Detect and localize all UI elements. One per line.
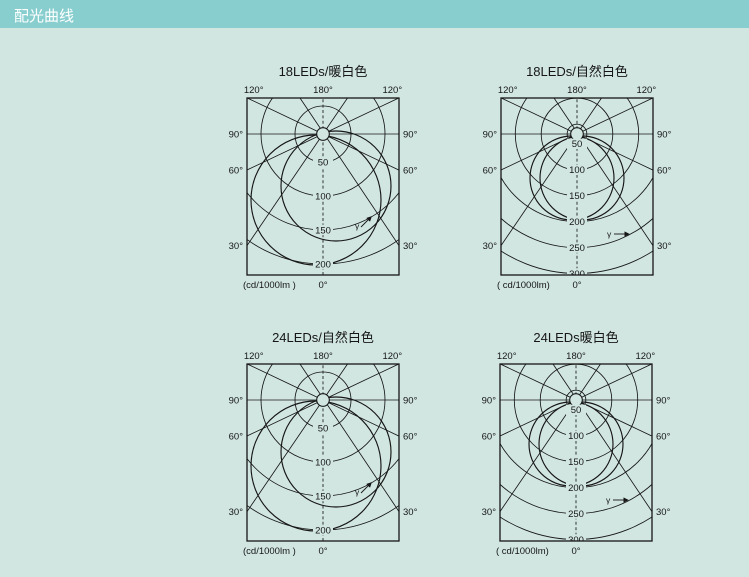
svg-text:150: 150 bbox=[569, 191, 585, 202]
svg-text:60°: 60° bbox=[482, 431, 497, 442]
svg-text:30°: 30° bbox=[656, 507, 671, 518]
svg-text:120°: 120° bbox=[382, 85, 402, 96]
svg-text:30°: 30° bbox=[403, 507, 418, 518]
svg-text:60°: 60° bbox=[483, 165, 498, 176]
svg-text:(cd/1000lm ): (cd/1000lm ) bbox=[243, 280, 296, 291]
svg-text:γ: γ bbox=[607, 229, 612, 239]
svg-text:180°: 180° bbox=[313, 85, 333, 96]
svg-text:150: 150 bbox=[315, 491, 331, 502]
svg-text:120°: 120° bbox=[244, 351, 264, 362]
svg-text:18LEDs/自然白色: 18LEDs/自然白色 bbox=[526, 64, 628, 79]
svg-text:90°: 90° bbox=[403, 129, 418, 140]
svg-text:24LEDs/自然白色: 24LEDs/自然白色 bbox=[272, 330, 374, 345]
svg-text:50: 50 bbox=[318, 423, 329, 434]
svg-text:0°: 0° bbox=[571, 546, 580, 557]
svg-text:24LEDs暖白色: 24LEDs暖白色 bbox=[533, 330, 618, 345]
svg-text:100: 100 bbox=[315, 457, 331, 468]
svg-text:90°: 90° bbox=[403, 395, 418, 406]
svg-text:50: 50 bbox=[571, 405, 582, 416]
svg-text:180°: 180° bbox=[567, 85, 587, 96]
svg-text:180°: 180° bbox=[313, 351, 333, 362]
svg-text:( cd/1000lm): ( cd/1000lm) bbox=[496, 546, 549, 557]
svg-text:90°: 90° bbox=[657, 129, 672, 140]
svg-text:30°: 30° bbox=[483, 241, 498, 252]
svg-text:60°: 60° bbox=[229, 165, 244, 176]
svg-text:200: 200 bbox=[569, 217, 585, 228]
svg-text:60°: 60° bbox=[656, 431, 671, 442]
svg-text:0°: 0° bbox=[318, 280, 327, 291]
svg-text:100: 100 bbox=[569, 165, 585, 176]
svg-text:60°: 60° bbox=[229, 431, 244, 442]
svg-text:90°: 90° bbox=[229, 129, 244, 140]
svg-text:250: 250 bbox=[569, 243, 585, 254]
svg-text:120°: 120° bbox=[382, 351, 402, 362]
svg-text:90°: 90° bbox=[229, 395, 244, 406]
svg-text:300: 300 bbox=[568, 535, 584, 546]
svg-text:200: 200 bbox=[315, 525, 331, 536]
svg-text:120°: 120° bbox=[636, 85, 656, 96]
svg-text:0°: 0° bbox=[572, 280, 581, 291]
svg-text:60°: 60° bbox=[403, 431, 418, 442]
svg-text:120°: 120° bbox=[244, 85, 264, 96]
svg-text:γ: γ bbox=[606, 495, 611, 505]
svg-text:60°: 60° bbox=[657, 165, 672, 176]
svg-text:120°: 120° bbox=[498, 85, 518, 96]
svg-text:250: 250 bbox=[568, 509, 584, 520]
svg-text:120°: 120° bbox=[497, 351, 517, 362]
svg-text:50: 50 bbox=[318, 157, 329, 168]
svg-text:30°: 30° bbox=[482, 507, 497, 518]
svg-text:0°: 0° bbox=[318, 546, 327, 557]
svg-text:100: 100 bbox=[568, 431, 584, 442]
svg-text:300: 300 bbox=[569, 269, 585, 280]
svg-text:(cd/1000lm ): (cd/1000lm ) bbox=[243, 546, 296, 557]
svg-text:60°: 60° bbox=[403, 165, 418, 176]
svg-text:90°: 90° bbox=[483, 129, 498, 140]
svg-text:30°: 30° bbox=[229, 241, 244, 252]
svg-text:90°: 90° bbox=[482, 395, 497, 406]
svg-text:( cd/1000lm): ( cd/1000lm) bbox=[497, 280, 550, 291]
svg-text:100: 100 bbox=[315, 191, 331, 202]
svg-text:30°: 30° bbox=[657, 241, 672, 252]
svg-text:180°: 180° bbox=[566, 351, 586, 362]
svg-text:30°: 30° bbox=[229, 507, 244, 518]
svg-text:200: 200 bbox=[315, 259, 331, 270]
svg-text:50: 50 bbox=[572, 139, 583, 150]
svg-text:30°: 30° bbox=[403, 241, 418, 252]
svg-text:18LEDs/暖白色: 18LEDs/暖白色 bbox=[279, 64, 368, 79]
svg-text:200: 200 bbox=[568, 483, 584, 494]
svg-text:90°: 90° bbox=[656, 395, 671, 406]
svg-text:120°: 120° bbox=[635, 351, 655, 362]
svg-text:150: 150 bbox=[568, 457, 584, 468]
svg-text:150: 150 bbox=[315, 225, 331, 236]
